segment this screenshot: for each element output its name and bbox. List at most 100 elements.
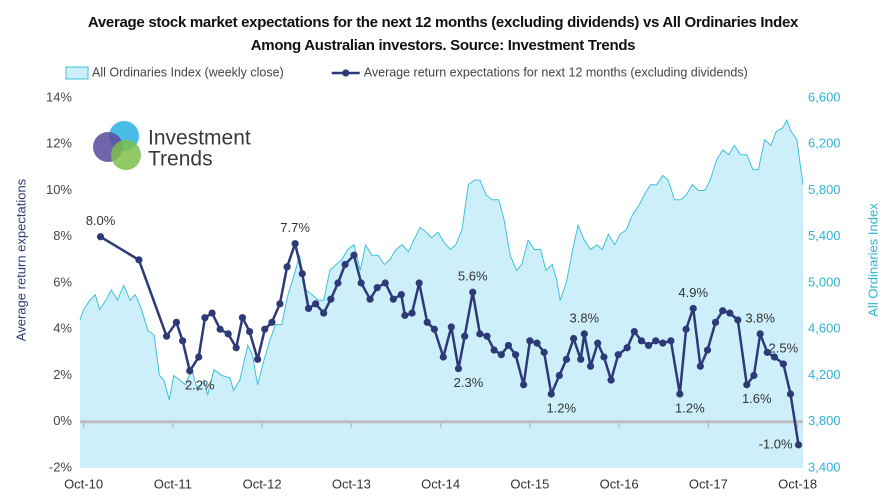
line-marker (703, 346, 712, 354)
line-marker (186, 367, 194, 375)
line-marker (750, 371, 758, 380)
line-marker (607, 376, 615, 384)
line-marker (689, 304, 697, 313)
y2-tick-label: 6,200 (808, 136, 841, 151)
y-tick-label: 10% (46, 182, 72, 197)
line-marker (540, 348, 548, 356)
y2-tick-label: 5,800 (808, 182, 841, 197)
line-marker (711, 318, 720, 326)
line-marker (96, 233, 105, 241)
line-marker (600, 353, 608, 361)
line-marker (630, 327, 638, 336)
line-marker (533, 339, 541, 347)
line-marker (577, 355, 585, 363)
line-marker (454, 364, 463, 373)
line-marker (291, 240, 299, 248)
line-marker (794, 441, 803, 449)
line-marker (570, 334, 578, 343)
line-marker (415, 279, 423, 287)
line-marker (734, 316, 742, 324)
legend-label: All Ordinaries Index (weekly close) (92, 65, 284, 79)
line-marker (276, 300, 284, 308)
line-marker (586, 362, 595, 370)
line-marker (504, 341, 513, 350)
area-fill (80, 120, 803, 468)
line-marker (350, 251, 358, 259)
line-marker (397, 290, 405, 299)
line-marker (476, 330, 484, 338)
line-marker (526, 337, 534, 345)
y-tick-label: 14% (46, 89, 72, 104)
line-marker (511, 351, 520, 359)
line-marker (756, 330, 764, 338)
line-marker (327, 295, 335, 303)
line-marker (623, 344, 631, 352)
line-marker (696, 362, 704, 370)
legend-item: All Ordinaries Index (weekly close) (65, 65, 284, 80)
line-marker (562, 355, 571, 363)
data-label: 1.2% (675, 400, 705, 415)
line-marker (224, 330, 232, 338)
line-marker (381, 279, 389, 287)
line-marker (483, 332, 491, 340)
line-marker (232, 344, 240, 352)
data-label: 2.3% (454, 375, 484, 390)
y2-tick-label: 4,200 (808, 367, 841, 382)
data-label: 7.7% (280, 220, 310, 235)
line-marker (719, 307, 727, 315)
line-marker (520, 381, 528, 389)
logo-circle (111, 140, 141, 170)
line-marker (667, 337, 675, 345)
line-marker (770, 353, 779, 361)
line-marker (779, 360, 787, 368)
logo-text: Investment (148, 127, 251, 150)
line-marker (245, 327, 254, 336)
y-tick-label: 6% (53, 274, 72, 289)
line-marker (497, 351, 505, 359)
line-marker (644, 341, 653, 350)
y-tick-label: 2% (53, 367, 72, 382)
line-marker (430, 325, 438, 333)
line-marker (201, 314, 209, 322)
logo: Investment Trends (93, 121, 251, 171)
line-marker (162, 332, 171, 340)
legend-label: Average return expectations for next 12 … (364, 65, 748, 79)
line-marker (447, 323, 455, 331)
y2-tick-label: 5,400 (808, 228, 841, 243)
line-marker (254, 355, 262, 363)
x-tick-label: Oct-18 (778, 476, 817, 491)
x-tick-label: Oct-17 (689, 476, 728, 491)
line-marker (389, 295, 397, 303)
line-marker (786, 390, 795, 398)
legend-item: Average return expectations for next 12 … (331, 65, 748, 79)
line-marker (490, 346, 498, 354)
data-label: 5.6% (458, 269, 488, 284)
line-marker (268, 318, 276, 326)
x-tick-label: Oct-14 (421, 476, 460, 491)
data-label: 2.5% (769, 340, 799, 355)
y-axis-label: Average return expectations (13, 178, 28, 341)
chart-title: Average stock market expectations for th… (88, 14, 799, 31)
line-marker (357, 279, 365, 287)
line-marker (637, 337, 646, 345)
line-marker (547, 390, 555, 398)
line-marker (373, 284, 381, 292)
legend-swatch (65, 66, 89, 80)
line-marker (676, 390, 684, 398)
x-tick-label: Oct-10 (64, 476, 103, 491)
x-tick-label: Oct-16 (600, 476, 639, 491)
x-tick-label: Oct-15 (510, 476, 549, 491)
chart-subtitle: Among Australian investors. Source: Inve… (251, 37, 635, 54)
line-marker (172, 318, 180, 326)
line-marker (135, 256, 143, 264)
line-marker (594, 339, 602, 347)
line-marker (659, 339, 667, 347)
line-marker (341, 260, 349, 269)
y-tick-label: 12% (46, 136, 72, 151)
line-marker (304, 304, 313, 313)
line-marker (555, 371, 563, 380)
line-marker (439, 353, 447, 361)
line-marker (195, 353, 203, 361)
legend: All Ordinaries Index (weekly close) Avera… (65, 65, 748, 80)
